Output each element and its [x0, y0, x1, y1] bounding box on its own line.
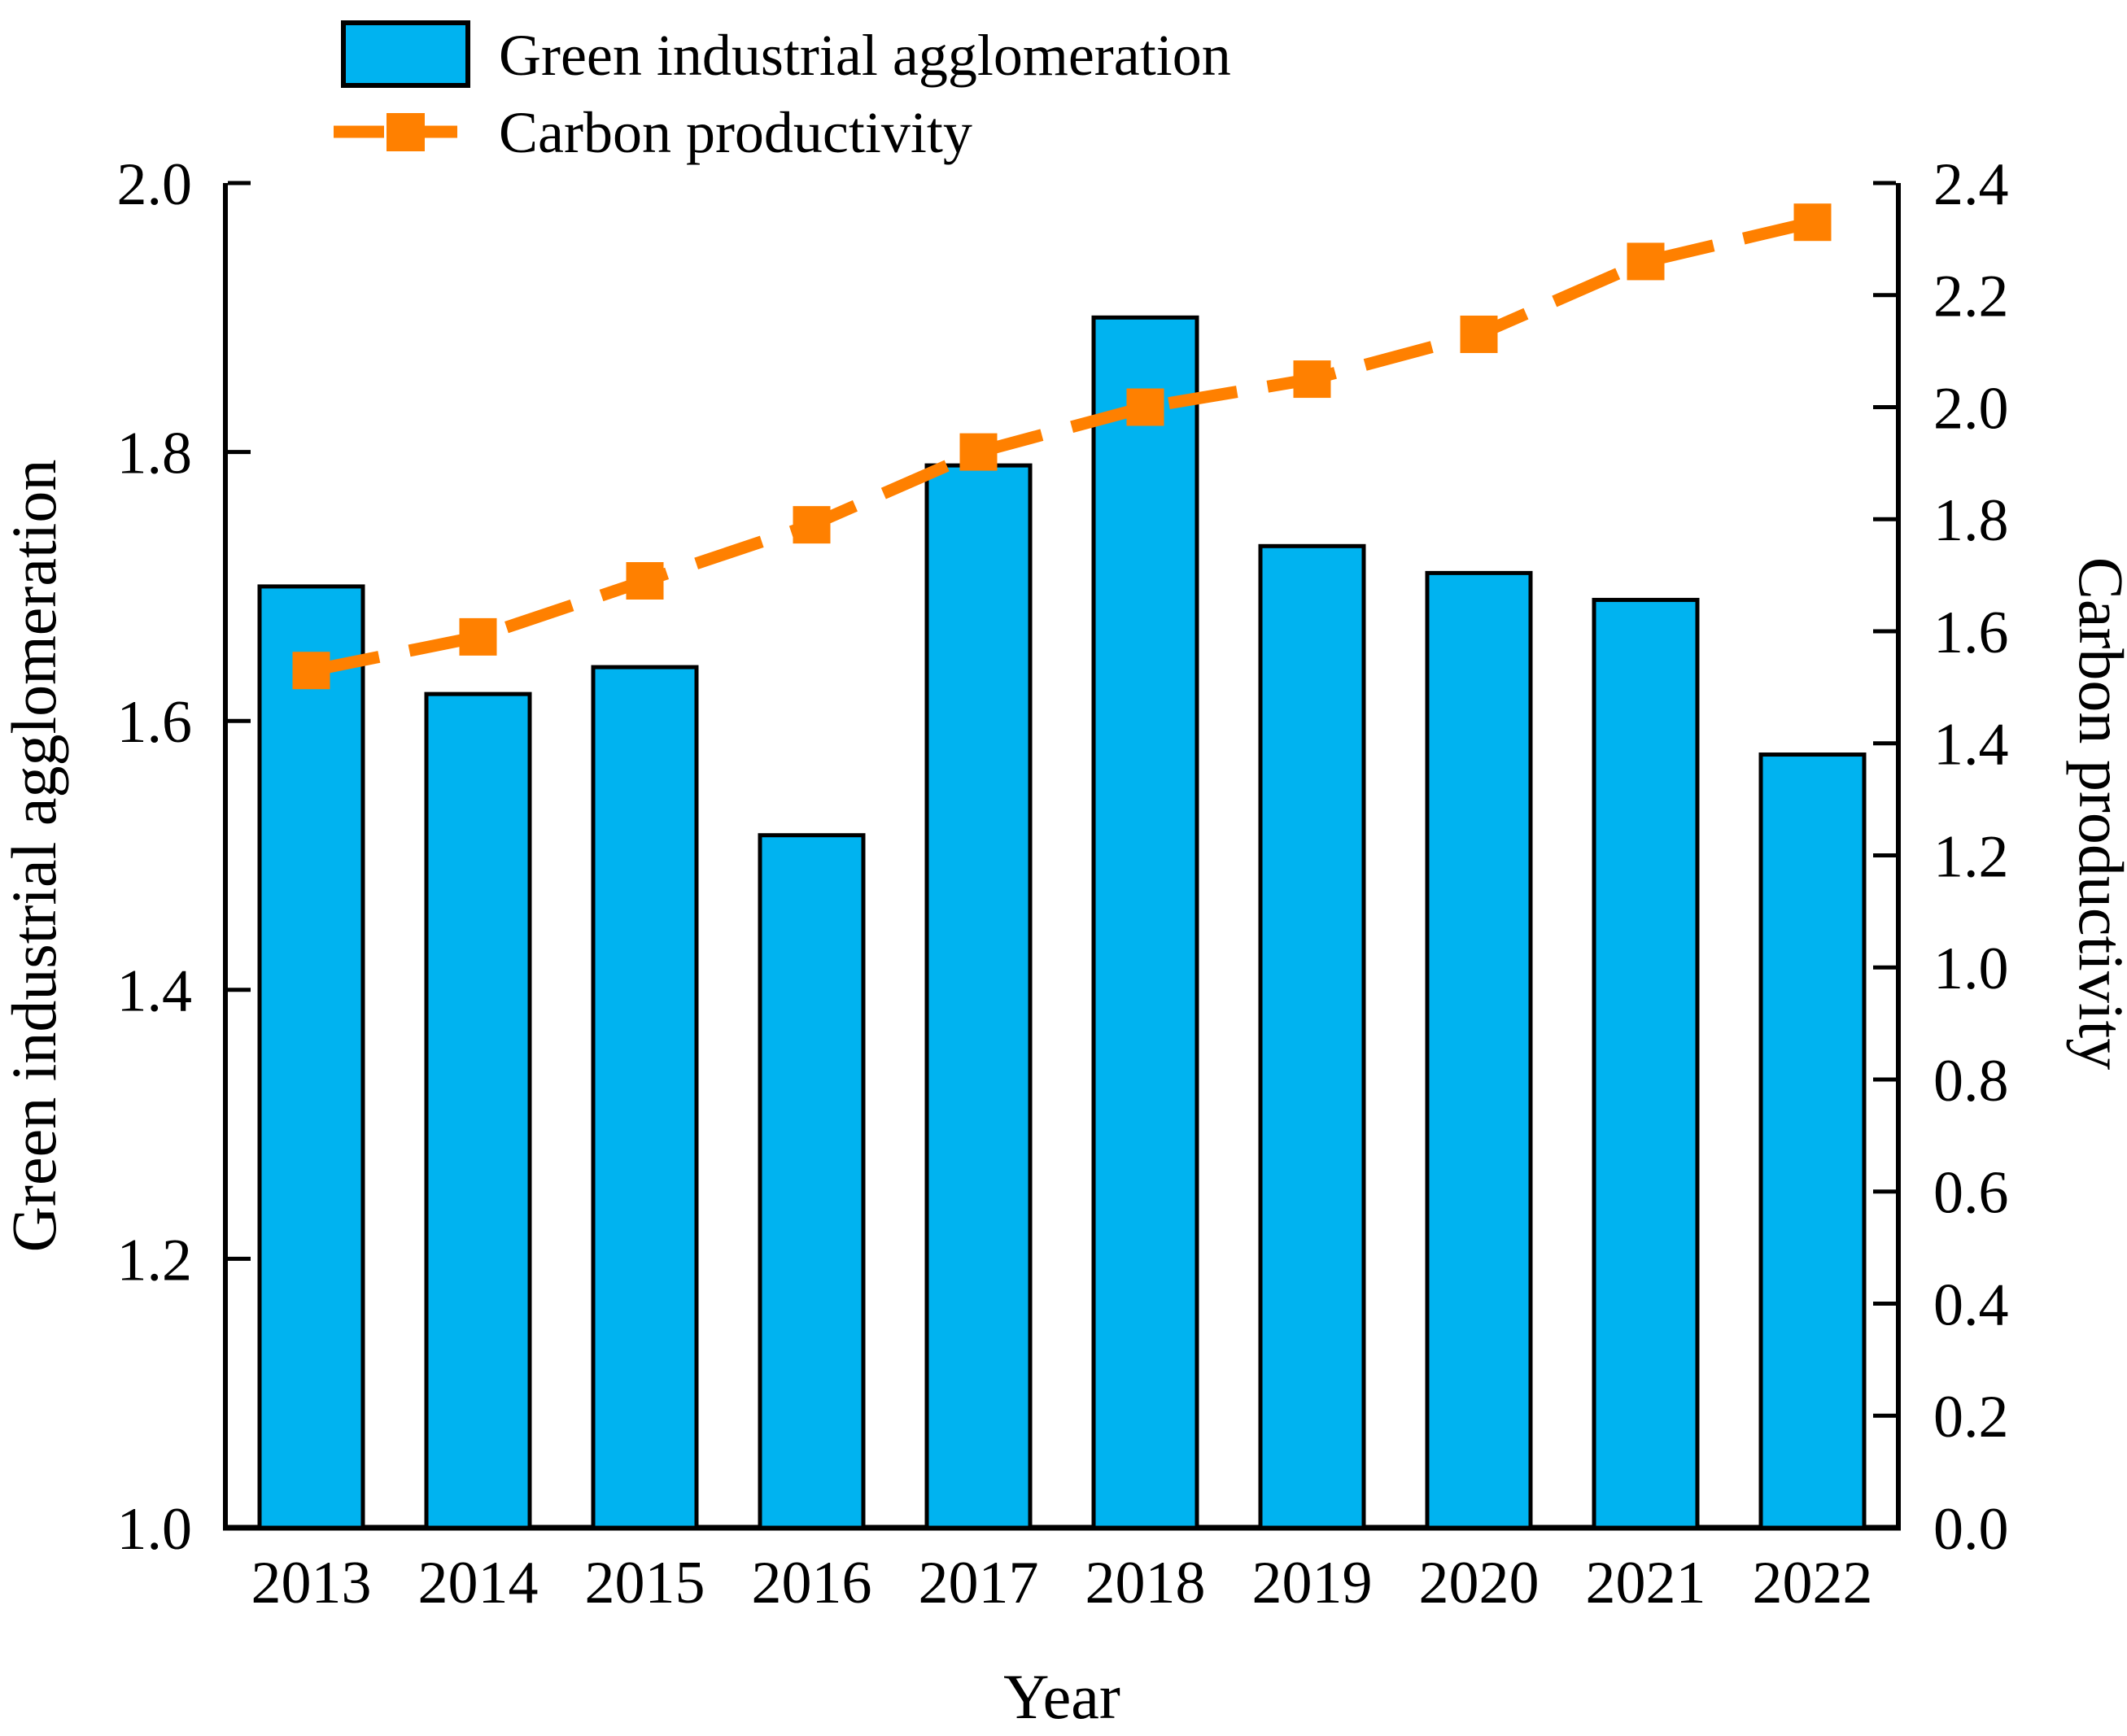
x-axis-tick-label: 2018: [1085, 1550, 1206, 1616]
bar-2016: [758, 833, 866, 1530]
right-axis-tick-label: 0.6: [1933, 1160, 2009, 1227]
line-marker-2020: [1460, 315, 1498, 353]
right-axis-title: Carbon productivity: [2066, 557, 2127, 1070]
bar-2018: [1091, 315, 1199, 1530]
right-axis-tick-label: 0.0: [1933, 1496, 2009, 1563]
right-axis-tick-label: 1.6: [1933, 600, 2009, 666]
right-axis-tick-label: 1.4: [1933, 712, 2009, 779]
left-axis-tick-label: 1.2: [117, 1227, 193, 1293]
right-axis-tick-label: 2.0: [1933, 375, 2009, 442]
right-axis-tick-label: 0.8: [1933, 1048, 2009, 1114]
legend: Green industrial agglomeration Carbon pr…: [334, 20, 1231, 165]
left-axis-tick-label: 1.8: [117, 421, 193, 487]
x-axis-title: Year: [1003, 1661, 1120, 1732]
line-marker-2014: [459, 617, 497, 656]
x-axis-tick-label: 2020: [1419, 1550, 1540, 1616]
left-axis-tick-label: 2.0: [117, 151, 193, 218]
line-marker-2013: [292, 652, 330, 690]
bar-2022: [1758, 752, 1867, 1530]
bar-2021: [1592, 597, 1700, 1530]
bar-2013: [257, 584, 365, 1530]
right-axis-tick-label: 0.4: [1933, 1271, 2009, 1338]
line-marker-2018: [1126, 388, 1164, 426]
x-axis-tick-label: 2014: [418, 1550, 539, 1616]
right-axis-tick-label: 1.0: [1933, 936, 2009, 1002]
line-marker-2021: [1627, 242, 1665, 281]
right-axis-tick-label: 1.2: [1933, 823, 2009, 890]
x-axis-tick-label: 2021: [1586, 1550, 1706, 1616]
bar-2017: [924, 463, 1033, 1530]
legend-marker-square: [387, 113, 425, 151]
left-axis-title: Green industrial agglomeration: [0, 460, 69, 1253]
carbon-productivity-line: [310, 216, 1815, 677]
legend-label-bar-series: Green industrial agglomeration: [499, 23, 1231, 88]
x-axis-tick-label: 2022: [1753, 1550, 1873, 1616]
bar-2020: [1425, 570, 1533, 1530]
bar-2014: [424, 691, 532, 1530]
bar-2019: [1258, 543, 1366, 1530]
x-axis-tick-label: 2013: [251, 1550, 372, 1616]
right-axis-tick-label: 0.2: [1933, 1384, 2009, 1450]
x-axis-tick-label: 2017: [919, 1550, 1039, 1616]
left-axis-tick-label: 1.6: [117, 689, 193, 756]
x-axis-tick-label: 2019: [1252, 1550, 1373, 1616]
x-axis-tick-label: 2015: [585, 1550, 705, 1616]
right-axis-tick-label: 2.4: [1933, 151, 2009, 218]
legend-swatch-bar-series: [341, 20, 470, 88]
x-axis-tick-label: 2016: [752, 1550, 872, 1616]
bar-2015: [591, 665, 699, 1530]
line-marker-2016: [793, 506, 831, 544]
line-marker-2019: [1293, 360, 1331, 399]
plot-area: 1.0 1.2 1.4 1.6 1.8 2.0 0.0 0.2 0.4 0.6 0.8 1.0 1.2 1…: [117, 151, 2009, 1616]
line-marker-2015: [626, 562, 664, 600]
line-marker-2022: [1793, 203, 1832, 242]
right-axis-tick-label: 1.8: [1933, 487, 2009, 554]
legend-label-line-series: Carbon productivity: [499, 100, 972, 165]
right-axis-tick-label: 2.2: [1933, 264, 2009, 330]
left-axis-tick-label: 1.0: [117, 1496, 193, 1563]
left-axis-tick-label: 1.4: [117, 958, 193, 1025]
line-marker-2017: [959, 433, 998, 471]
